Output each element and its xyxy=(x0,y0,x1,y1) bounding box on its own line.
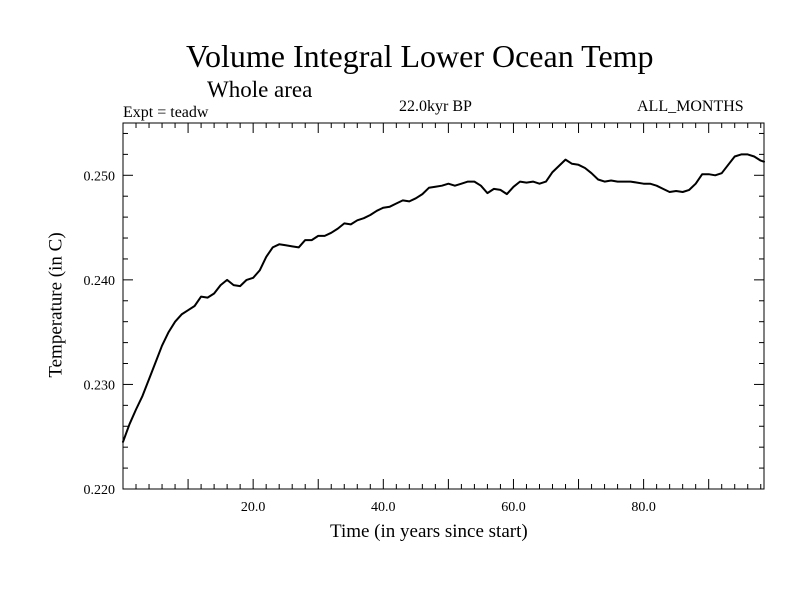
months-label: ALL_MONTHS xyxy=(637,98,744,115)
y-tick-label: 0.220 xyxy=(84,483,116,498)
chart-subtitle: Whole area xyxy=(207,77,313,102)
x-axis-label: Time (in years since start) xyxy=(330,521,528,542)
series-group xyxy=(122,153,765,443)
x-tick-label: 60.0 xyxy=(501,500,526,515)
y-tick-label: 0.240 xyxy=(84,274,116,289)
experiment-label: Expt = teadw xyxy=(123,104,209,121)
tick-labels: 20.0 40.0 60.0 80.0 0.220 0.230 0.240 0.250 xyxy=(84,169,656,515)
x-tick-label: 80.0 xyxy=(631,500,656,515)
y-tick-label: 0.230 xyxy=(84,378,116,393)
chart-title: Volume Integral Lower Ocean Temp xyxy=(186,38,654,74)
period-label: 22.0kyr BP xyxy=(399,98,472,115)
series-line xyxy=(122,153,765,443)
x-tick-label: 40.0 xyxy=(371,500,396,515)
axis-ticks xyxy=(123,123,764,489)
x-tick-label: 20.0 xyxy=(241,500,266,515)
y-tick-label: 0.250 xyxy=(84,169,116,184)
plot-frame xyxy=(122,122,765,490)
